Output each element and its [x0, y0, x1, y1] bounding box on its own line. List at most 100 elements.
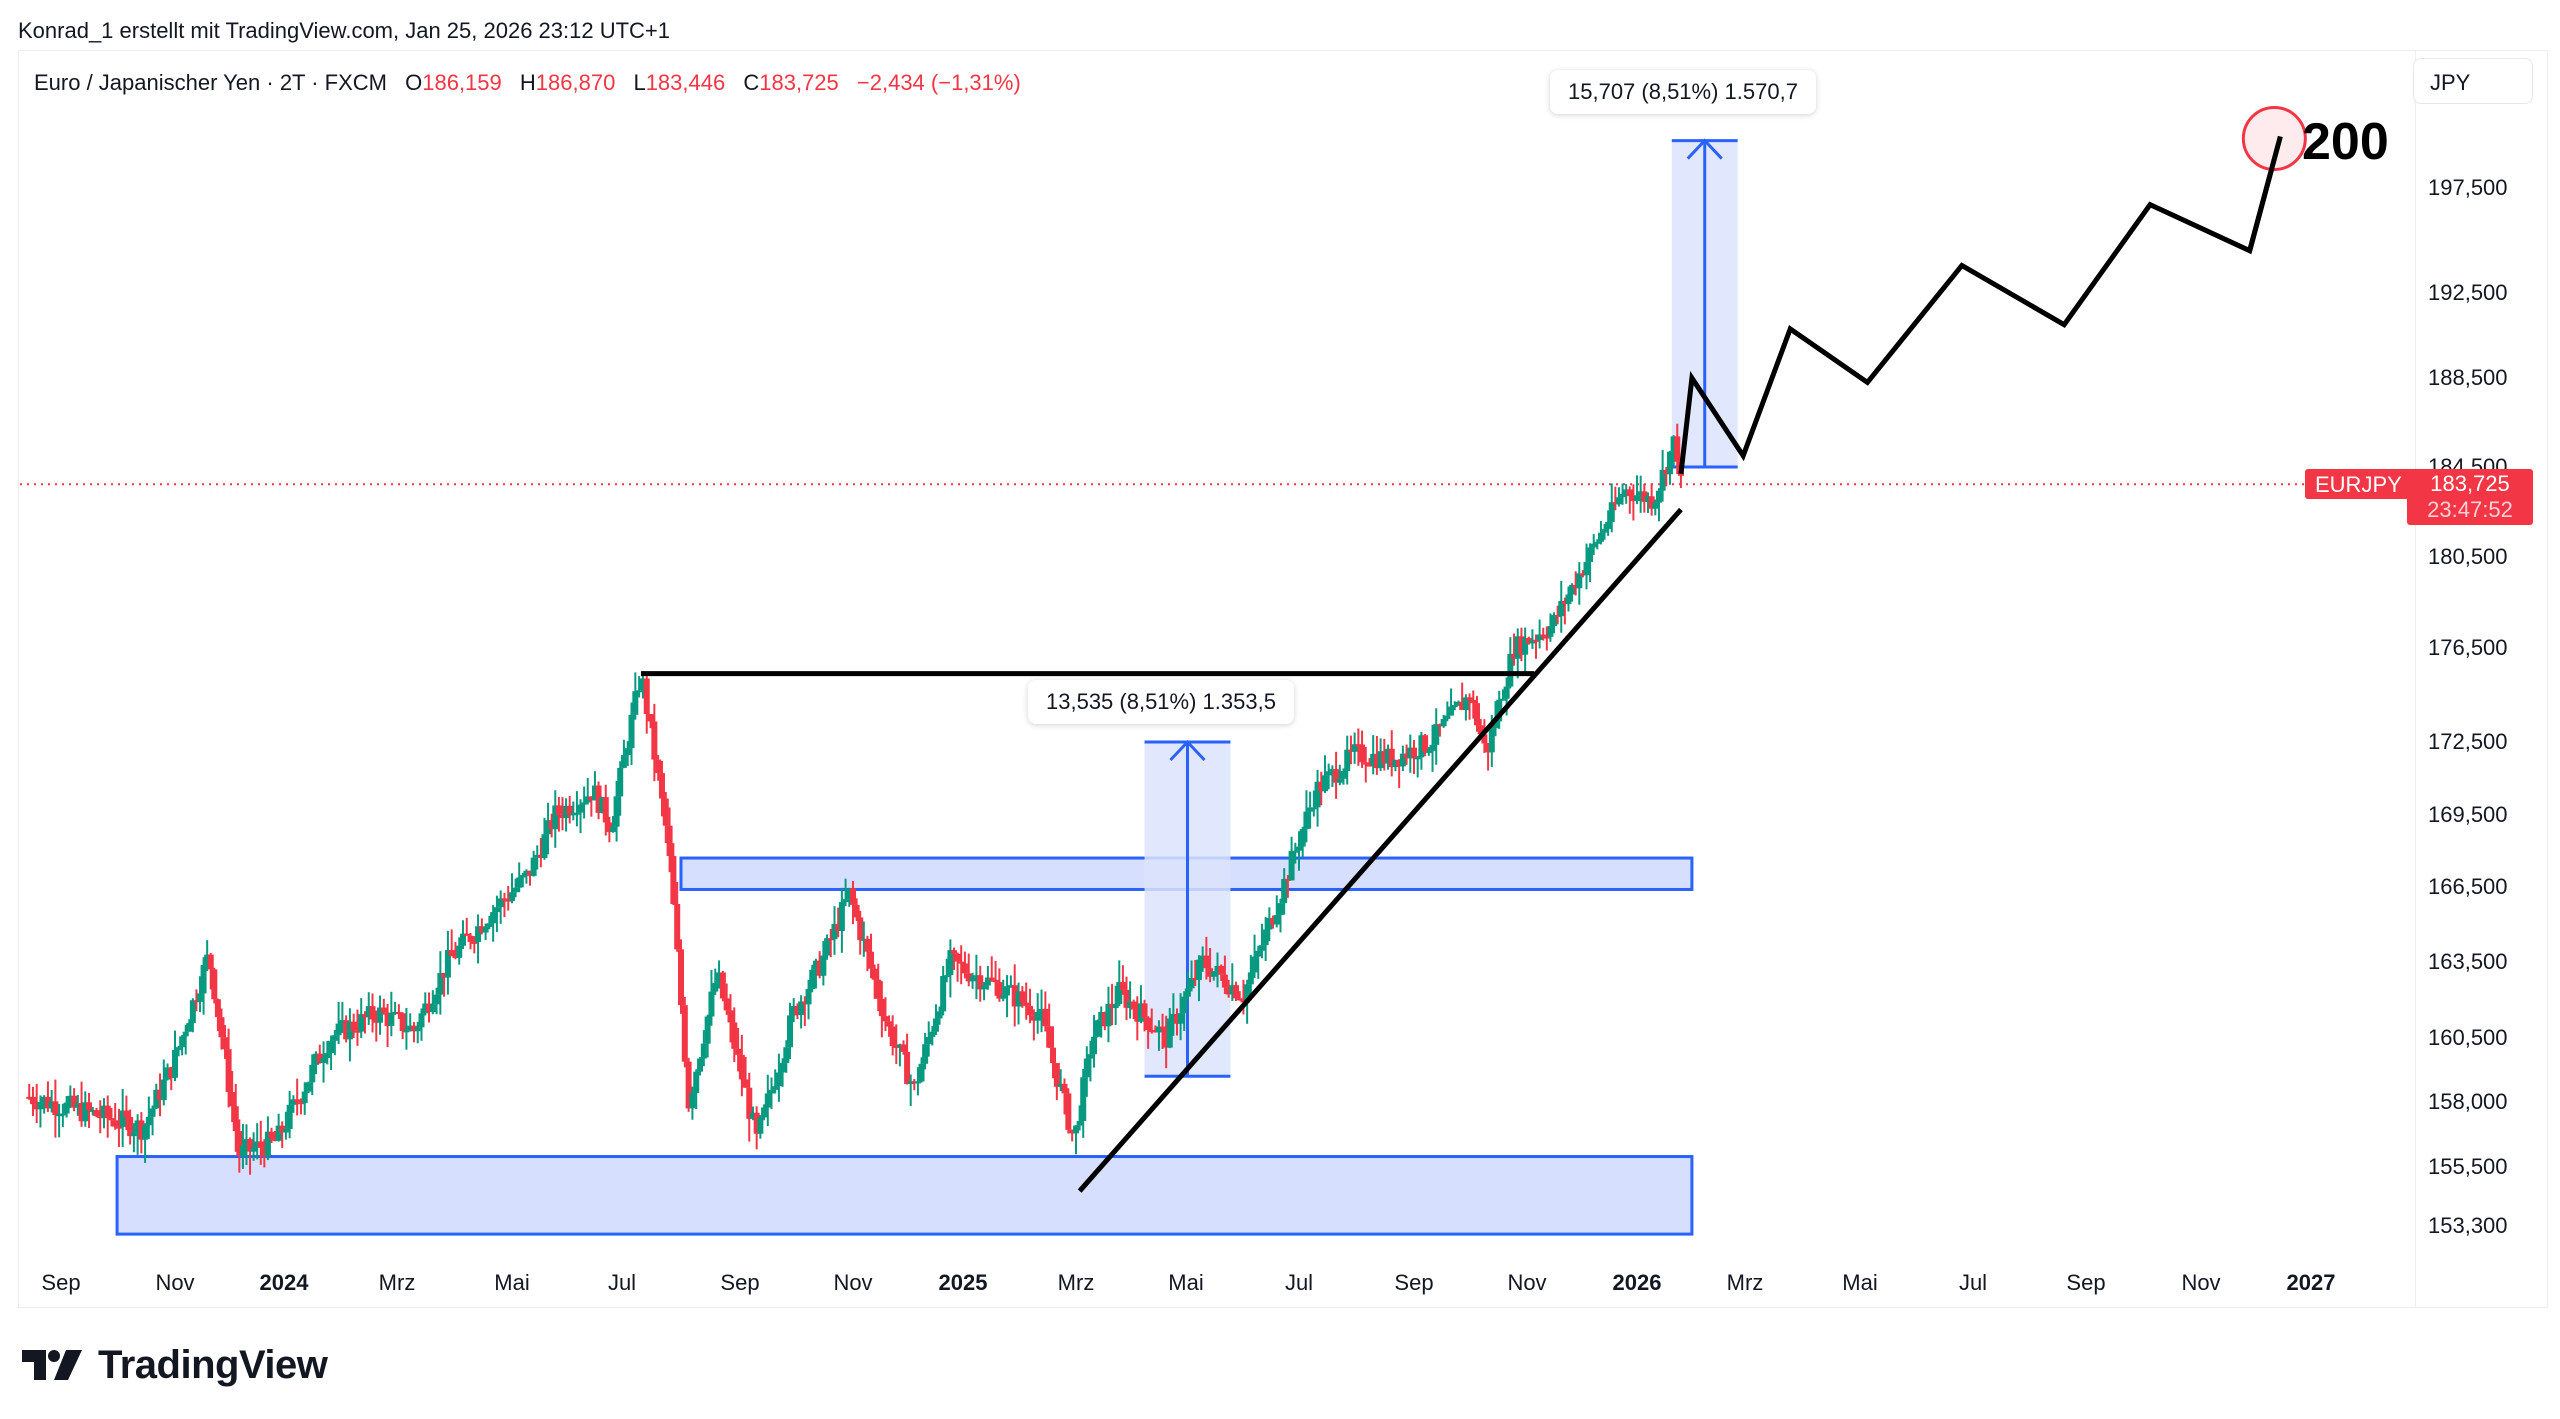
candle-body	[1630, 496, 1637, 502]
candle-body	[809, 969, 816, 989]
candle-body	[1381, 751, 1388, 764]
candle-body	[581, 802, 588, 805]
candle-body	[186, 1023, 193, 1032]
candle-body	[882, 1016, 889, 1022]
tradingview-logo[interactable]: TradingView	[22, 1340, 328, 1390]
candle-body	[1366, 764, 1373, 767]
candle-body	[1080, 1077, 1087, 1121]
candle-body	[537, 854, 544, 858]
candle-body	[922, 1044, 929, 1064]
candle-body	[1336, 778, 1343, 783]
candle-body	[29, 1097, 36, 1105]
candle-body	[681, 1005, 688, 1062]
price-axis-label: 169,500	[2428, 802, 2508, 827]
candle-body	[86, 1102, 93, 1111]
candle-body	[138, 1120, 145, 1140]
candle-body	[1601, 529, 1608, 533]
candle-body	[142, 1125, 149, 1140]
candle-body	[816, 960, 823, 976]
candle-body	[914, 1081, 921, 1084]
candle-body	[824, 938, 831, 956]
candle-body	[1094, 1020, 1101, 1037]
measure-label-breakout[interactable]: 13,535 (8,51%) 1.353,5	[1028, 680, 1294, 724]
candle-body	[1429, 744, 1436, 751]
candle-body	[1214, 965, 1221, 972]
candle-body	[1007, 985, 1014, 988]
candle-body	[1444, 715, 1451, 719]
time-axis-label: Nov	[155, 1270, 195, 1295]
price-axis-label: 160,500	[2428, 1025, 2508, 1050]
candle-body	[1034, 1011, 1041, 1021]
candle-body	[835, 924, 842, 931]
currency-unit-button[interactable]: JPY	[2413, 58, 2533, 104]
candle-body	[1192, 978, 1199, 981]
candle-body	[1050, 1047, 1057, 1064]
candle-body	[1388, 748, 1395, 767]
drawing-projection-path[interactable]	[1678, 135, 2283, 474]
candle-body	[1292, 850, 1299, 853]
candle-body	[305, 1082, 312, 1092]
candle-body	[369, 1006, 376, 1020]
candle-body	[731, 1022, 738, 1049]
candle-body	[1554, 614, 1561, 617]
candle-body	[509, 892, 515, 901]
candle-body	[422, 1003, 429, 1014]
candle-body	[172, 1049, 178, 1078]
drawing-target-circle[interactable]	[2241, 105, 2307, 171]
candle-body	[193, 1000, 200, 1003]
candle-body	[911, 1081, 918, 1084]
candle-body	[119, 1110, 126, 1127]
candle-body	[768, 1089, 775, 1094]
candle-body	[1455, 701, 1462, 706]
candle-body	[1355, 744, 1362, 747]
candle-body	[236, 1131, 243, 1157]
drawing-support-zone[interactable]	[115, 1155, 1694, 1236]
candle-body	[429, 1004, 436, 1012]
candle-body	[1030, 1015, 1037, 1021]
candle-body	[1347, 749, 1354, 752]
measure-label-projection[interactable]: 15,707 (8,51%) 1.570,7	[1550, 70, 1816, 114]
candle-body	[1425, 750, 1432, 753]
symbol-name[interactable]: Euro / Japanischer Yen · 2T · FXCM	[34, 70, 387, 95]
candle-body	[1626, 489, 1633, 497]
candle-body	[541, 834, 548, 858]
candle-body	[838, 902, 845, 931]
candle-body	[853, 904, 860, 918]
candle-body	[878, 998, 885, 1017]
candle-body	[636, 690, 643, 693]
candle-body	[1101, 1012, 1108, 1027]
candle-body	[1303, 811, 1310, 830]
candle-body	[1038, 1008, 1045, 1012]
drawing-measure-breakout-arrowhead[interactable]	[1169, 739, 1206, 762]
candle-body	[93, 1110, 100, 1117]
candle-body	[1159, 1026, 1166, 1029]
candle-body	[1152, 1030, 1159, 1033]
candle-body	[59, 1113, 66, 1116]
candle-body	[973, 975, 980, 978]
candle-body	[433, 994, 440, 1005]
time-axis-label: Mai	[1842, 1270, 1878, 1295]
change-value: −2,434 (−1,31%)	[856, 70, 1021, 95]
candle-body	[1076, 1120, 1083, 1126]
candle-body	[753, 1112, 760, 1134]
candle-body	[467, 935, 474, 942]
candle-body	[716, 972, 723, 983]
drawing-trendline[interactable]	[1077, 507, 1683, 1193]
candle-body	[772, 1086, 779, 1090]
drawing-projection-final-leg[interactable]	[2247, 135, 2283, 252]
candle-body	[1105, 1003, 1112, 1027]
candle-body	[1459, 701, 1466, 710]
candle-body	[229, 1091, 236, 1107]
candle-body	[207, 954, 214, 970]
candle-body	[996, 982, 1003, 999]
chart-pane[interactable]	[18, 50, 2548, 1308]
candle-body	[1019, 991, 1026, 1003]
candle-body	[685, 1061, 692, 1109]
candle-body	[1385, 748, 1392, 764]
candle-body	[354, 1030, 361, 1033]
drawing-measure-projection-arrowhead[interactable]	[1686, 138, 1723, 160]
candle-body	[548, 820, 555, 830]
candle-body	[617, 767, 624, 797]
target-price-annotation[interactable]: 200	[2302, 113, 2389, 171]
